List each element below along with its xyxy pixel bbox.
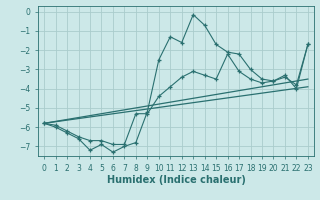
X-axis label: Humidex (Indice chaleur): Humidex (Indice chaleur): [107, 175, 245, 185]
